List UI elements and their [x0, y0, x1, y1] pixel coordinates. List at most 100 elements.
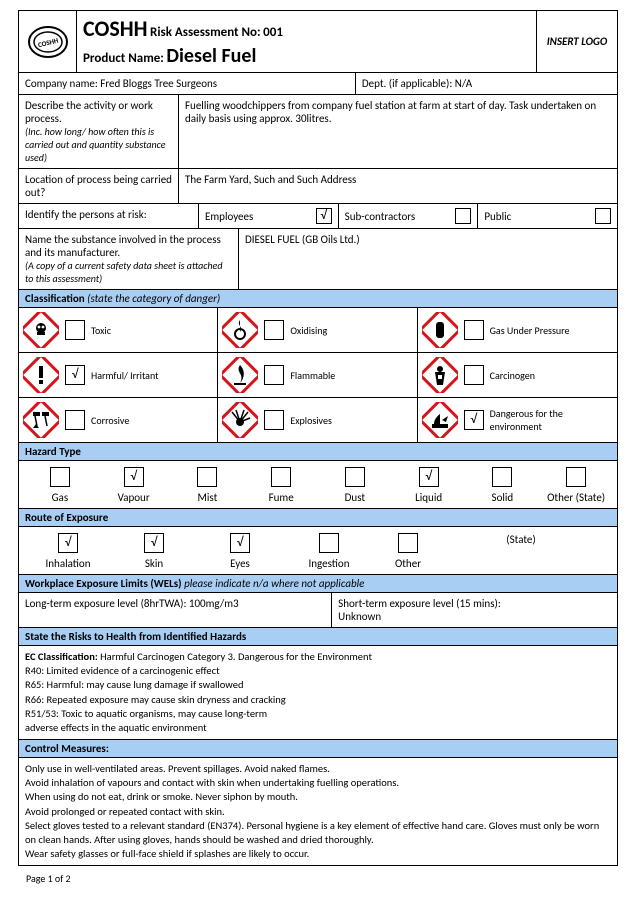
risk-line: R40: Limited evidence of a carcinogenic …: [25, 664, 611, 678]
classification-checkbox[interactable]: [464, 320, 484, 340]
classification-item: Explosives: [218, 398, 417, 442]
ghs-pictogram-icon: [23, 402, 59, 438]
classification-checkbox[interactable]: √: [65, 365, 85, 385]
route-checkbox[interactable]: [398, 533, 418, 553]
hazard-checkbox[interactable]: [566, 467, 586, 487]
classification-checkbox[interactable]: √: [464, 410, 484, 430]
route-item: √Eyes: [197, 533, 283, 570]
hazard-checkbox[interactable]: [345, 467, 365, 487]
company-label: Company name:: [25, 77, 98, 90]
hazard-checkbox[interactable]: [50, 467, 70, 487]
classification-checkbox[interactable]: [264, 410, 284, 430]
hazard-label: Fume: [246, 491, 316, 504]
route-row: √Inhalation√Skin√EyesIngestionOther(Stat…: [19, 527, 617, 575]
wels-short-value: Unknown: [338, 610, 611, 623]
hazard-item: √ Liquid: [394, 467, 464, 504]
wels-short-cell: Short-term exposure level (15 mins): Unk…: [332, 593, 617, 627]
form-container: COSHH COSHH Risk Assessment No: 001 Prod…: [18, 10, 618, 866]
classification-item: Toxic: [19, 308, 218, 353]
company-cell: Company name: Fred Bloggs Tree Surgeons: [19, 73, 356, 94]
hazard-checkbox[interactable]: √: [419, 467, 439, 487]
hazard-type-header: Hazard Type: [19, 443, 617, 461]
classification-checkbox[interactable]: [264, 320, 284, 340]
route-item: √Inhalation: [25, 533, 111, 570]
route-item: Other: [375, 533, 441, 570]
persons-checkbox[interactable]: √: [316, 208, 332, 224]
wels-long-label: Long-term exposure level (8hrTWA):: [25, 597, 186, 610]
control-line: Only use in well-ventilated areas. Preve…: [25, 762, 611, 776]
classification-label: Gas Under Pressure: [490, 324, 613, 337]
hazard-label: Liquid: [394, 491, 464, 504]
wels-short-label: Short-term exposure level (15 mins):: [338, 597, 611, 610]
classification-checkbox[interactable]: [264, 365, 284, 385]
classification-checkbox[interactable]: [65, 410, 85, 430]
ghs-pictogram-icon: [422, 402, 458, 438]
classification-label: Harmful/ Irritant: [91, 369, 213, 382]
classification-checkbox[interactable]: [65, 320, 85, 340]
product-label: Product Name:: [83, 51, 164, 66]
substance-label-cell: Name the substance involved in the proce…: [19, 229, 239, 289]
route-label: Skin: [111, 557, 197, 570]
route-checkbox[interactable]: [319, 533, 339, 553]
classification-header: Classification (state the category of da…: [19, 290, 617, 308]
substance-row: Name the substance involved in the proce…: [19, 229, 617, 290]
risk-line: R51/53: Toxic to aquatic organisms, may …: [25, 707, 611, 721]
dept-label: Dept. (if applicable):: [362, 77, 452, 90]
control-line: Wear safety glasses or full-face shield …: [25, 847, 611, 861]
classification-grid: Toxic Oxidising Gas Under Pressure √ Harmful…: [19, 308, 617, 443]
persons-option-label: Employees: [205, 210, 306, 223]
route-checkbox[interactable]: √: [144, 533, 164, 553]
route-label: Other: [375, 557, 441, 570]
hazard-item: Gas: [25, 467, 95, 504]
location-label: Location of process being carried out?: [19, 169, 179, 203]
persons-option: Public: [478, 204, 617, 228]
header-row: COSHH COSHH Risk Assessment No: 001 Prod…: [19, 11, 617, 73]
route-item: (State): [441, 533, 601, 570]
activity-row: Describe the activity or work process. (…: [19, 95, 617, 169]
risk-line: adverse effects in the aquatic environme…: [25, 721, 611, 735]
route-header: Route of Exposure: [19, 509, 617, 527]
hazard-label: Solid: [468, 491, 538, 504]
hazard-checkbox[interactable]: [197, 467, 217, 487]
ghs-pictogram-icon: [222, 357, 258, 393]
classification-label: Toxic: [91, 324, 213, 337]
risks-body: EC Classification: Harmful Carcinogen Ca…: [19, 646, 617, 740]
wels-row: Long-term exposure level (8hrTWA): 100mg…: [19, 593, 617, 628]
hazard-checkbox[interactable]: [271, 467, 291, 487]
route-item: √ Skin: [111, 533, 197, 570]
ghs-pictogram-icon: [222, 402, 258, 438]
control-line: When using do not eat, drink or smoke. N…: [25, 790, 611, 804]
hazard-label: Other (State): [541, 491, 611, 504]
product-name: Diesel Fuel: [166, 44, 256, 68]
route-checkbox[interactable]: √: [230, 533, 250, 553]
classification-item: Corrosive: [19, 398, 218, 442]
coshh-logo-icon: COSHH: [26, 20, 70, 64]
route-checkbox[interactable]: √: [58, 533, 78, 553]
persons-option: Sub-contractors: [339, 204, 479, 228]
classification-label: Oxidising: [290, 324, 412, 337]
persons-checkbox[interactable]: [595, 208, 611, 224]
classification-label: Explosives: [290, 414, 412, 427]
company-row: Company name: Fred Bloggs Tree Surgeons …: [19, 73, 617, 95]
risks-header: State the Risks to Health from Identifie…: [19, 628, 617, 646]
persons-checkbox[interactable]: [455, 208, 471, 224]
page-footer: Page 1 of 2: [18, 866, 618, 885]
classification-label: Carcinogen: [490, 369, 613, 382]
classification-item: √Dangerous for the environment: [418, 398, 617, 442]
hazard-checkbox[interactable]: [492, 467, 512, 487]
classification-checkbox[interactable]: [464, 365, 484, 385]
assessment-no: 001: [263, 25, 283, 40]
wels-header: Workplace Exposure Limits (WELs) please …: [19, 575, 617, 593]
controls-body: Only use in well-ventilated areas. Preve…: [19, 758, 617, 865]
hazard-checkbox[interactable]: √: [124, 467, 144, 487]
hazard-item: Mist: [173, 467, 243, 504]
hazard-item: Other (State): [541, 467, 611, 504]
title-rest: Risk Assessment No:: [150, 25, 261, 40]
activity-note: (Inc. how long/ how often this is carrie…: [25, 125, 172, 164]
classification-note: (state the category of danger): [87, 292, 220, 305]
classification-item: Carcinogen: [418, 353, 617, 398]
title-prefix: COSHH: [83, 15, 148, 42]
activity-value: Fuelling woodchippers from company fuel …: [179, 95, 617, 168]
company-value: Fred Bloggs Tree Surgeons: [100, 77, 217, 90]
ghs-pictogram-icon: [23, 312, 59, 348]
